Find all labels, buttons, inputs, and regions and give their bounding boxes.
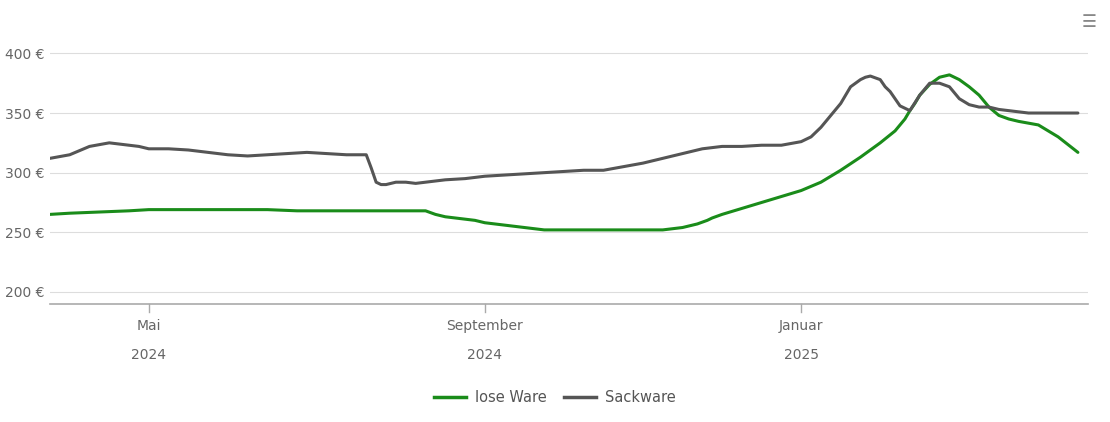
Text: 2025: 2025: [784, 348, 819, 362]
Text: Januar: Januar: [779, 319, 824, 333]
Legend: lose Ware, Sackware: lose Ware, Sackware: [428, 384, 682, 411]
Text: Mai: Mai: [137, 319, 161, 333]
Text: 2024: 2024: [131, 348, 166, 362]
Text: September: September: [446, 319, 523, 333]
Text: ☰: ☰: [1082, 13, 1097, 31]
Text: 2024: 2024: [467, 348, 503, 362]
